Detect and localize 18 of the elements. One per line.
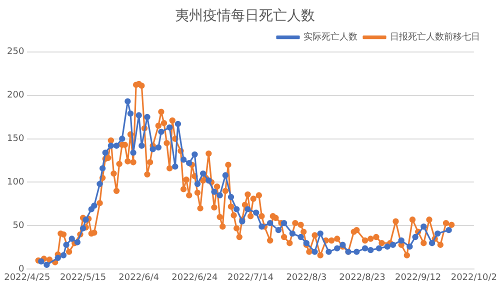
y-tick-label: 0 bbox=[18, 264, 24, 275]
x-tick-label: 2022/5/15 bbox=[60, 272, 106, 283]
chart-title: 夷州疫情每日死亡人数 bbox=[175, 8, 315, 24]
y-tick-label: 200 bbox=[6, 90, 24, 101]
legend-label: 实际死亡人数 bbox=[304, 32, 358, 43]
x-tick-label: 2022/7/14 bbox=[227, 272, 274, 283]
x-tick-label: 2022/6/4 bbox=[118, 272, 160, 283]
x-tick-label: 2022/6/24 bbox=[172, 272, 218, 283]
x-tick-label: 2022/8/3 bbox=[286, 272, 327, 283]
x-tick-label: 2022/4/25 bbox=[4, 272, 50, 283]
legend-label: 日报死亡人数前移七日 bbox=[390, 32, 480, 43]
y-tick-label: 150 bbox=[6, 134, 24, 144]
x-tick-label: 2022/8/23 bbox=[339, 272, 386, 283]
x-tick-label: 2022/10/2 bbox=[450, 272, 498, 283]
y-tick-label: 250 bbox=[6, 47, 24, 58]
y-tick-label: 100 bbox=[6, 178, 24, 188]
y-tick-label: 50 bbox=[12, 221, 24, 232]
x-tick-label: 2022/9/12 bbox=[395, 272, 442, 283]
